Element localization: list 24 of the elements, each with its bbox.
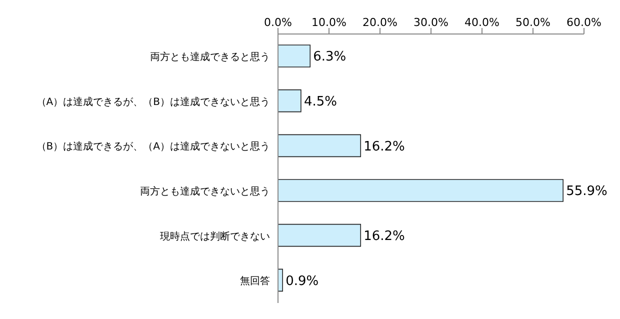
x-tick-label: 50.0%	[516, 16, 550, 29]
bar	[278, 224, 362, 247]
x-tick-label: 0.0%	[264, 16, 292, 29]
data-label: 6.3%	[313, 50, 346, 65]
x-tick-label: 60.0%	[566, 16, 602, 29]
bar	[278, 179, 564, 202]
bar	[278, 89, 302, 112]
x-tick-label: 20.0%	[362, 16, 398, 29]
y-tick-label: （B）は達成できるが、（A）は達成できないと思う	[36, 140, 270, 153]
data-label: 16.2%	[364, 139, 405, 154]
x-tick-label: 10.0%	[312, 16, 346, 29]
y-tick-label: 現時点では判断できない	[160, 230, 270, 242]
data-label: 55.9%	[566, 184, 608, 200]
bar	[278, 44, 311, 68]
data-label: 4.5%	[304, 94, 337, 110]
y-tick-label: （A）は達成できるが、（B）は達成できないと思う	[36, 96, 270, 108]
y-tick-label: 両方とも達成できないと思う	[140, 185, 270, 198]
data-label: 0.9%	[286, 274, 319, 289]
y-tick-label: 両方とも達成できると思う	[150, 50, 270, 63]
x-tick-label: 30.0%	[414, 16, 448, 29]
data-label: 16.2%	[364, 228, 405, 244]
x-tick-label: 40.0%	[464, 16, 500, 29]
y-tick-label: 無回答	[240, 275, 270, 288]
bar	[278, 134, 362, 158]
